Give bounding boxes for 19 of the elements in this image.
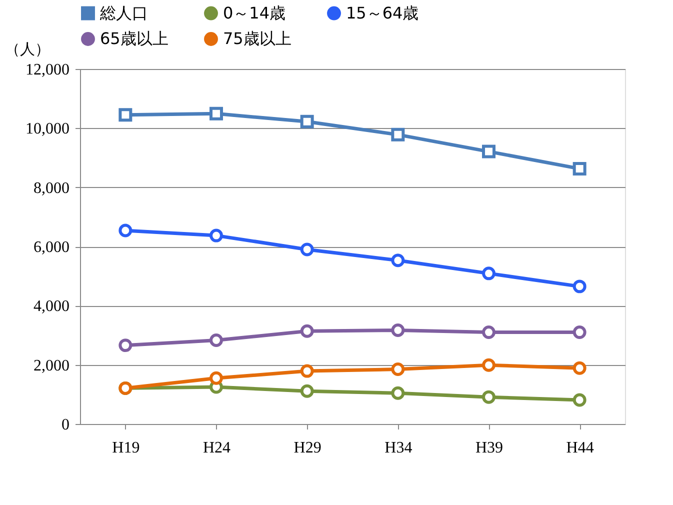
y-tick-label: 8,000 [34,180,70,197]
legend-label: 65歳以上 [100,29,168,48]
y-tick-label: 4,000 [34,298,70,316]
x-tick-label: H39 [475,440,504,456]
y-tick-label: 2,000 [34,357,70,374]
y-tick-label: 0 [62,416,70,434]
x-tick-label: H24 [202,440,231,456]
y-axis-title: （人） [5,40,50,58]
x-tick-label: H34 [384,440,412,456]
legend-label: 総人口 [99,3,148,22]
x-tick-label: H29 [294,440,322,456]
y-tick-label: 10,000 [26,120,70,138]
legend-label: 0～14歳 [223,3,286,22]
legend-label: 15～64歳 [346,3,419,22]
legend-label: 75歳以上 [223,29,292,48]
x-tick-label: H44 [566,440,594,456]
y-tick-label: 6,000 [34,239,70,256]
y-tick-label: 12,000 [26,62,70,78]
x-tick-label: H19 [112,440,140,456]
